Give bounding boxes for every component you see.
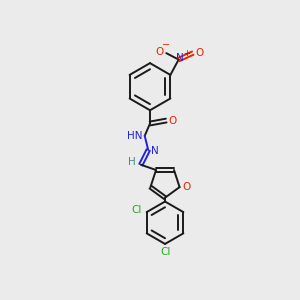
Text: Cl: Cl — [131, 205, 142, 215]
Text: O: O — [169, 116, 177, 126]
Text: Cl: Cl — [160, 247, 171, 257]
Text: N: N — [176, 53, 184, 63]
Text: O: O — [182, 182, 190, 192]
Text: H: H — [128, 157, 135, 167]
Text: O: O — [195, 47, 203, 58]
Text: +: + — [183, 49, 190, 58]
Text: −: − — [162, 40, 170, 50]
Text: O: O — [156, 47, 164, 57]
Text: N: N — [151, 146, 159, 157]
Text: HN: HN — [127, 131, 142, 141]
